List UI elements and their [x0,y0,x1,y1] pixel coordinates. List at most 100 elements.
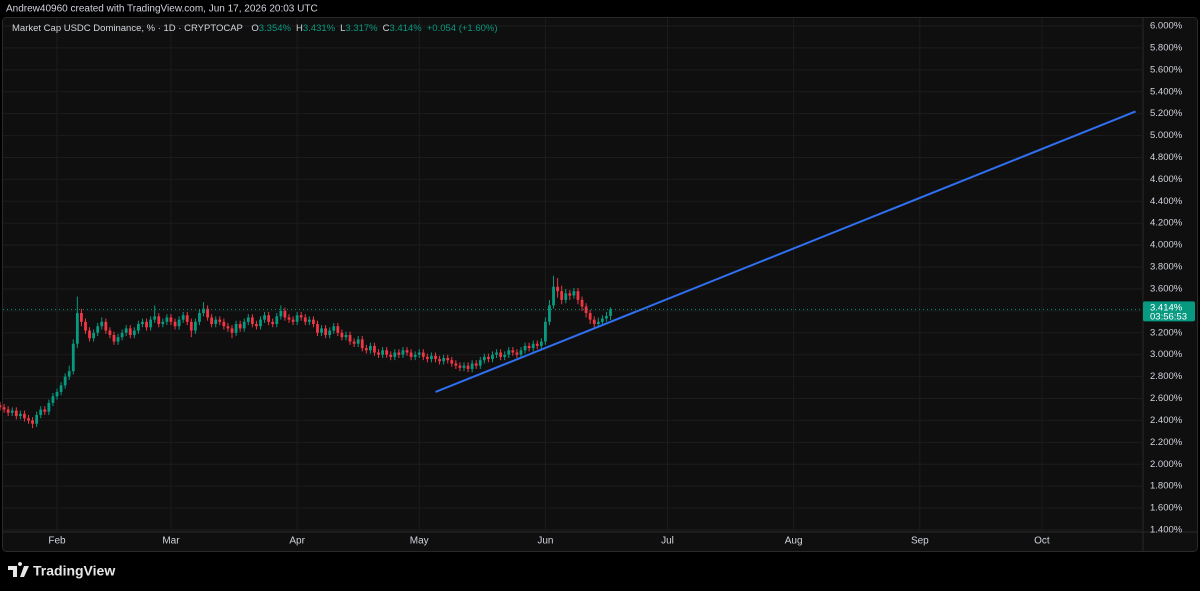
candle-body [165,317,169,322]
candle-body [446,357,450,361]
candle-body [137,324,140,331]
brand-name: TradingView [33,563,115,579]
y-tick-label: 3.000% [1150,349,1183,360]
y-tick-label: 5.800% [1150,42,1183,53]
candle-body [259,319,262,327]
x-tick-label: Aug [785,536,803,547]
candle-body [181,315,185,320]
candle-body [55,391,59,397]
candle-body [222,321,226,327]
candle-body [96,326,100,333]
candle-body [141,321,144,325]
candle-body [92,332,96,339]
candle-body [63,376,67,386]
candle-body [596,321,600,325]
candle-body [303,317,307,322]
candle-body [27,418,30,421]
candle-body [267,315,271,322]
candle-body [348,334,352,342]
legend-symbol: Market Cap USDC Dominance, % · 1D · CRYP… [12,23,243,34]
candle-body [344,334,348,338]
x-tick-label: Jun [537,536,553,547]
y-tick-label: 1.400% [1150,525,1183,536]
candle-body [523,345,527,351]
candle-body [458,365,462,368]
candle-body [474,363,478,366]
candle-body [511,350,515,353]
candle-body [592,319,596,325]
candle-body [364,348,368,351]
candle-body [2,407,6,410]
candle-body [397,352,401,355]
candle-body [295,315,299,322]
candle-body [153,316,157,320]
legend-key: L [340,23,345,34]
x-tick-label: Apr [289,536,305,547]
candle-body [552,286,555,306]
x-tick-label: Sep [911,536,929,547]
countdown-label: 03:56:53 [1150,311,1187,322]
candle-body [495,352,498,355]
candle-body [39,409,43,415]
y-tick-label: 5.200% [1150,108,1183,119]
brand-logo [8,562,29,577]
candle-body [584,306,588,314]
candle-body [206,308,209,318]
candle-body [425,356,429,360]
candle-body [10,410,14,413]
candle-body [120,332,124,338]
candle-body [43,409,47,412]
candle-body [413,354,417,357]
candle-body [527,345,531,349]
candle-body [324,328,328,335]
candle-body [430,355,433,360]
candle-body [271,321,275,325]
y-tick-label: 2.800% [1150,371,1183,382]
candle-body [242,321,246,329]
candle-body [409,352,413,357]
candle-body [356,339,360,344]
candle-body [116,337,120,342]
candle-body [470,363,474,369]
candle-body [202,308,205,314]
y-tick-label: 5.000% [1150,130,1183,141]
candle-body [51,396,55,403]
candle-body [226,326,230,329]
candle-body [482,356,486,361]
legend-value: 3.431% [303,23,336,34]
candle-body [218,319,222,322]
candle-body [442,357,446,362]
legend-key: C [383,23,390,34]
candle-body [100,321,104,327]
legend-value: 3.354% [259,23,292,34]
candle-body [177,319,181,327]
candle-body [531,343,535,349]
candle-body [340,332,344,338]
candle-body [246,317,250,322]
candle-body [128,328,132,335]
candle-body [157,316,161,325]
candle-body [312,319,315,325]
candle-body [230,328,234,333]
candle-body [377,352,380,355]
candle-body [35,414,39,424]
x-tick-label: Oct [1034,536,1050,547]
grid [3,18,1143,532]
candle-body [535,343,539,346]
candle-body [173,321,177,327]
candle-body [210,317,214,325]
candle-body [454,363,458,366]
candle-body [336,326,340,333]
candle-body [145,321,148,328]
candle-body [405,350,409,353]
candle-body [381,350,384,355]
legend-value: 3.317% [345,23,378,34]
y-tick-label: 3.800% [1150,262,1183,273]
candle-body [250,317,254,325]
candle-body [198,313,201,322]
y-tick-label: 4.200% [1150,218,1183,229]
header-text: Andrew40960 created with TradingView.com… [6,4,318,15]
y-tick-label: 3.600% [1150,283,1183,294]
candle-body [307,319,311,322]
